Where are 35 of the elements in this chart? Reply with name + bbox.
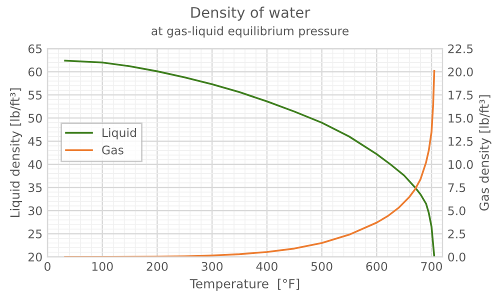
- y2-tick-label: 10.0: [448, 160, 473, 169]
- y-tick-label: 45: [28, 137, 42, 146]
- y-tick-label: 30: [28, 206, 42, 216]
- y-tick-label: 60: [28, 68, 42, 76]
- x-tick-label: 300: [202, 262, 223, 271]
- y-tick-label: 35: [28, 183, 42, 192]
- chart-title: Density of water: [191, 6, 310, 21]
- y-tick-label: 25: [28, 229, 42, 238]
- x-tick-label: 400: [256, 262, 278, 271]
- y2-tick-label: 0.0: [448, 252, 466, 262]
- x-axis-title: Temperature [°F]: [190, 278, 300, 291]
- legend-label: Gas: [102, 146, 124, 154]
- x-tick-label: 700: [421, 262, 442, 271]
- chart-subtitle: at gas-liquid equilibrium pressure: [152, 26, 348, 38]
- y-tick-label: 50: [28, 114, 42, 123]
- x-tick-label: 100: [92, 262, 113, 271]
- y-tick-label: 40: [28, 160, 42, 169]
- y-tick-label: 65: [28, 44, 42, 54]
- x-tick-label: 0: [44, 262, 50, 271]
- legend-label: Liquid: [102, 128, 136, 140]
- y2-tick-label: 7.5: [448, 183, 466, 192]
- y2-tick-label: 20.0: [448, 68, 473, 76]
- x-tick-label: 600: [366, 262, 388, 271]
- y-tick-label: 20: [28, 252, 42, 262]
- y2-tick-label: 12.5: [448, 136, 473, 146]
- y2-axis-title: Gas density [lb/ft³]: [479, 95, 492, 211]
- x-tick-label: 200: [146, 262, 168, 271]
- y2-tick-label: 17.5: [448, 90, 473, 100]
- y2-tick-label: 2.5: [448, 229, 466, 238]
- y2-tick-label: 15.0: [448, 114, 473, 123]
- y2-tick-label: 22.5: [448, 44, 473, 54]
- y2-tick-label: 5.0: [448, 206, 466, 216]
- x-tick-label: 500: [311, 262, 332, 271]
- y-tick-label: 55: [28, 90, 42, 100]
- y-axis-title: Liquid density [lb/ft³]: [10, 88, 22, 218]
